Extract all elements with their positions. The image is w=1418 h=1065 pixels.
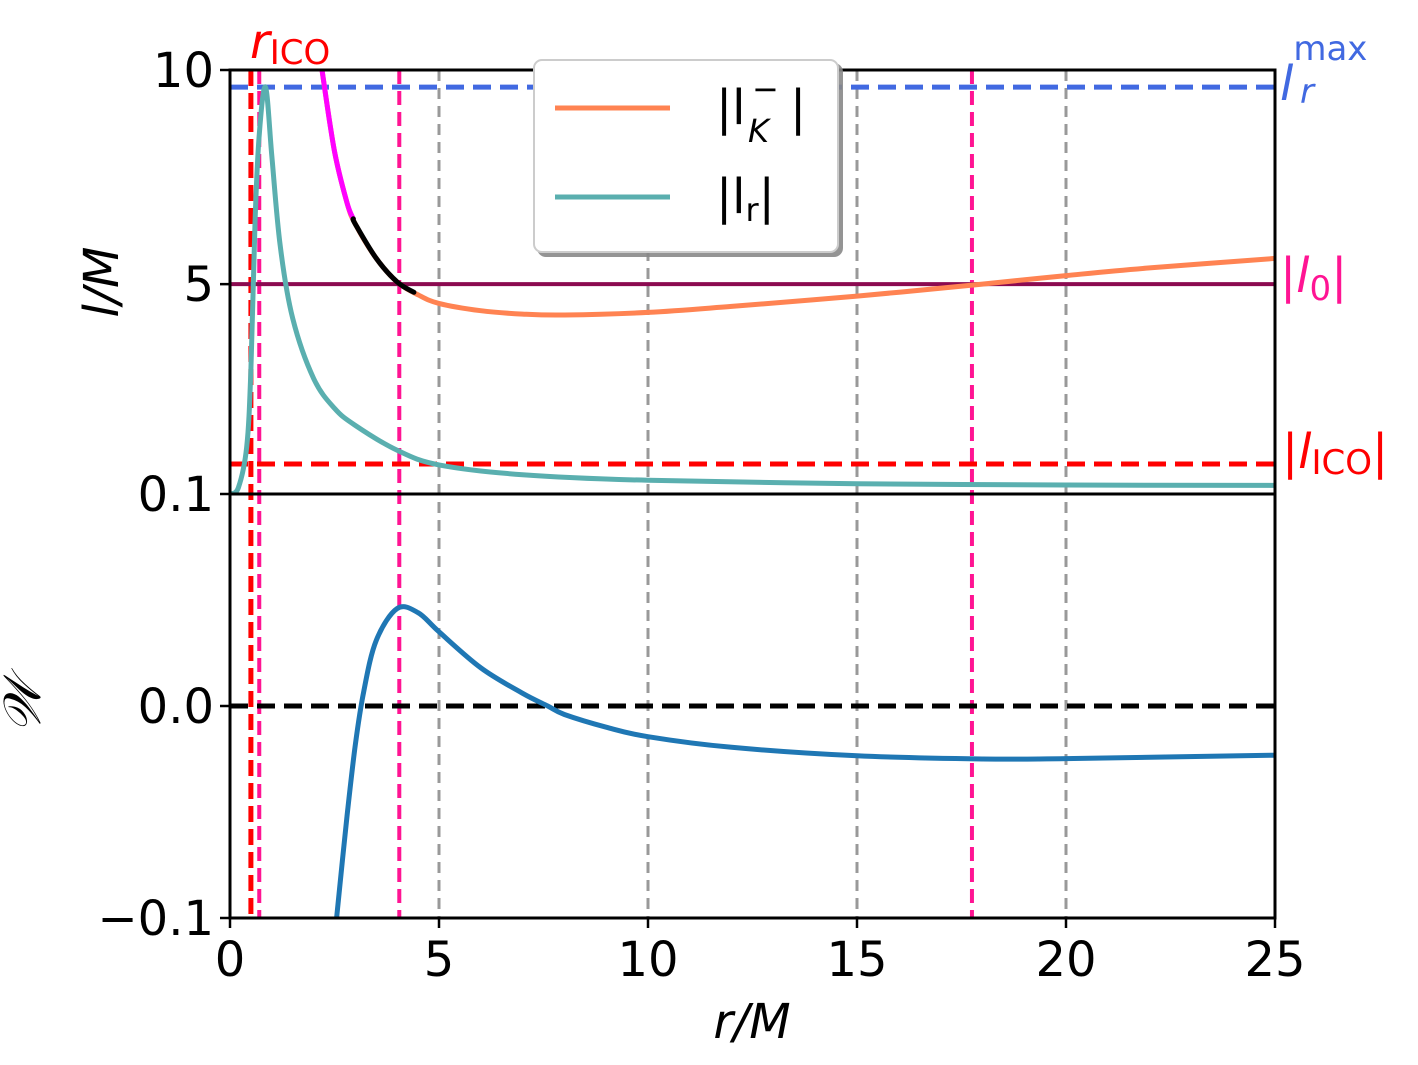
right-labels: lmax r |l0| |lICO| [1280, 29, 1388, 483]
label-l0-sub: 0 [1310, 269, 1332, 309]
bottom-y-tick-label: 0.0 [138, 679, 214, 735]
label-l-ico: |lICO| [1282, 424, 1388, 483]
x-tick-label: 25 [1244, 932, 1305, 988]
label-r-ico: rICO [250, 14, 330, 73]
x-axis-label: r/M [713, 994, 790, 1050]
x-tick-label: 5 [424, 932, 455, 988]
legend-label-lr: |lr| [716, 169, 775, 229]
label-l-r-max-sub: r [1300, 72, 1316, 112]
top-y-axis-label: l/M [74, 247, 130, 318]
bottom-panel: 0.0 −0.1 0 5 10 15 20 25 𝒲 r/M [0, 492, 1306, 1050]
label-l-ico-prefix: | [1282, 424, 1298, 480]
label-l0-suffix: | [1331, 248, 1347, 304]
legend-label-lK-sup: − [752, 70, 779, 108]
label-l-ico-suffix: | [1372, 424, 1388, 480]
x-tick-label: 10 [617, 932, 678, 988]
bottom-y-ticks: 0.0 −0.1 [97, 679, 230, 947]
legend-label-lK-main: |l [716, 80, 746, 136]
top-series-group [230, 70, 1275, 494]
top-y-tick-label: 10 [153, 43, 214, 99]
label-l0-main: l [1296, 248, 1310, 304]
top-y-tick-label: 0.1 [138, 467, 214, 523]
label-r-ico-sub: ICO [270, 33, 331, 73]
label-l-ico-sub: ICO [1312, 443, 1373, 483]
x-tick-label: 15 [826, 932, 887, 988]
legend: |l K − | |lr| [533, 59, 839, 253]
legend-label-lK-sub: K [748, 112, 772, 150]
series-highlight-segment [319, 70, 356, 222]
label-l-r-max-sup: max [1293, 29, 1367, 69]
series-highlight-segment [350, 216, 417, 295]
bottom-y-axis-label: 𝒲 [0, 667, 53, 733]
bottom-series-group [334, 604, 1275, 918]
legend-label-lK-close: | [790, 80, 806, 136]
bottom-y-tick-label: −0.1 [97, 891, 214, 947]
label-l0-prefix: | [1280, 248, 1296, 304]
label-l-r-max: lmax [1280, 29, 1367, 112]
top-y-tick-label: 5 [183, 257, 214, 313]
legend-label-lr-close: | [759, 169, 775, 225]
series-line-1 [230, 84, 1275, 494]
x-tick-label: 0 [215, 932, 246, 988]
legend-label-lK: |l [716, 80, 746, 136]
top-y-ticks: 10 5 0.1 [138, 43, 230, 523]
series-line-w [334, 604, 1275, 918]
label-r-ico-main: r [250, 14, 273, 70]
label-l-ico-main: l [1298, 424, 1312, 480]
legend-label-lr-main: |l [716, 169, 746, 225]
bottom-x-ticks: 0 5 10 15 20 25 [215, 918, 1306, 988]
legend-label-lr-sub: r [746, 191, 760, 229]
label-l0: |l0| [1280, 248, 1347, 309]
label-l-r-max-main: l [1280, 56, 1294, 112]
x-tick-label: 20 [1035, 932, 1096, 988]
